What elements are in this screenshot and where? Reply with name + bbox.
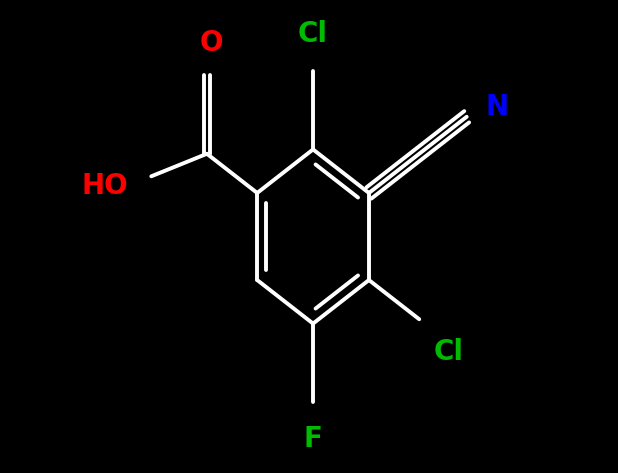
Text: N: N bbox=[486, 93, 509, 122]
Text: Cl: Cl bbox=[298, 19, 328, 48]
Text: HO: HO bbox=[81, 172, 128, 200]
Text: F: F bbox=[303, 425, 323, 454]
Text: Cl: Cl bbox=[433, 338, 464, 366]
Text: O: O bbox=[200, 28, 223, 57]
